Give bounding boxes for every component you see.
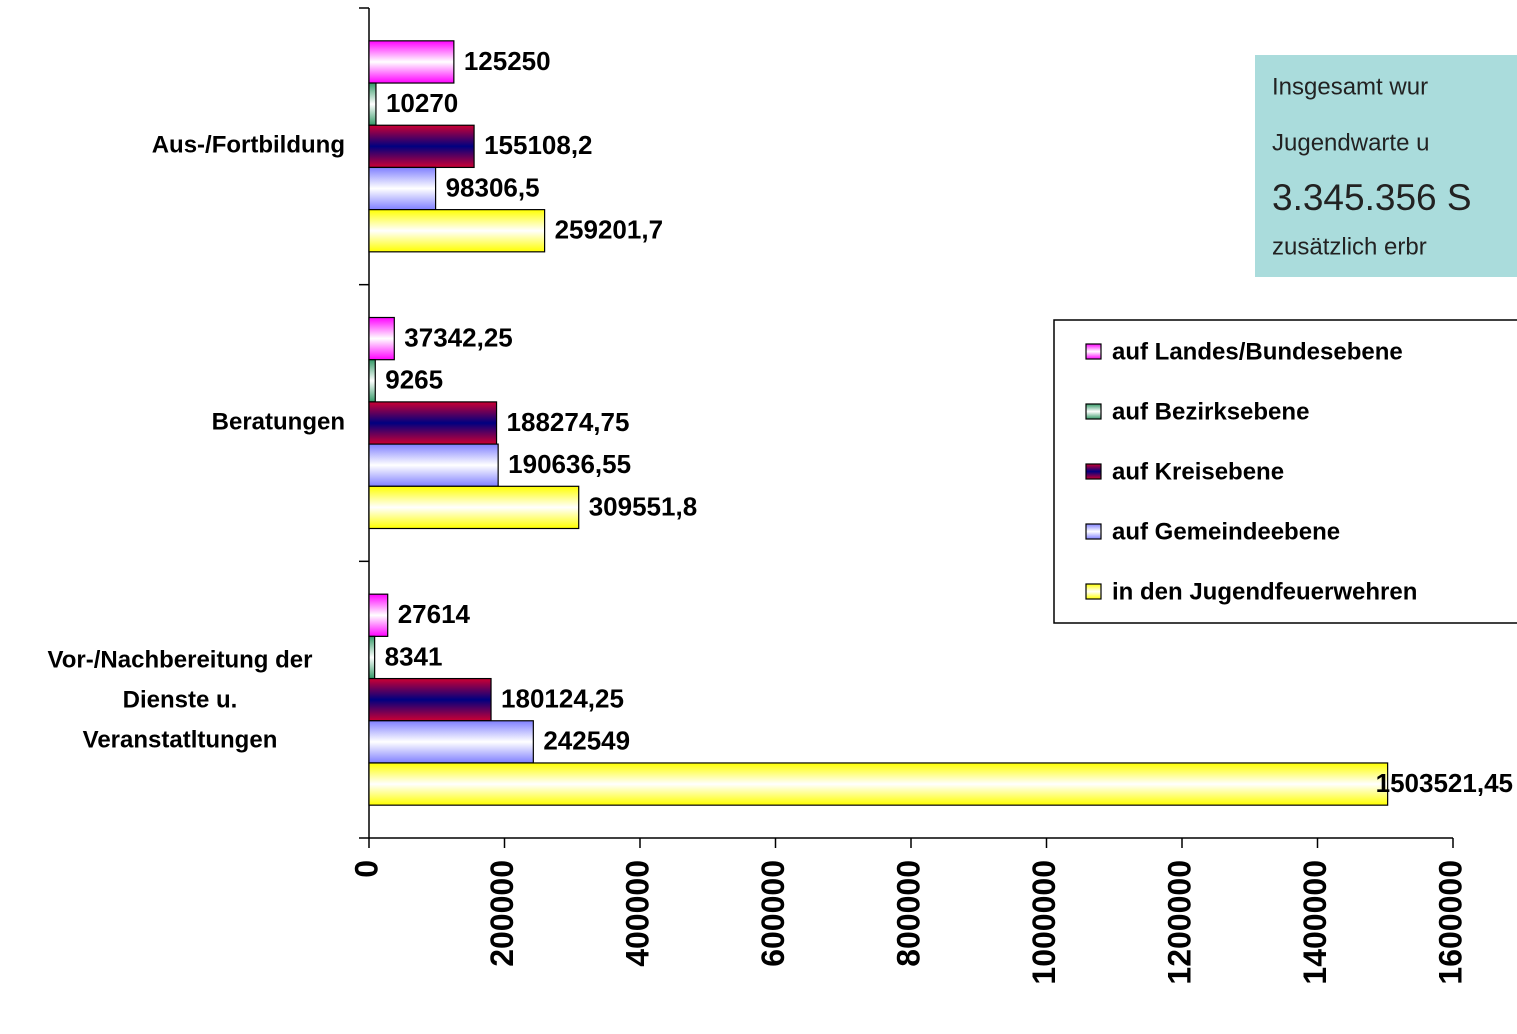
bar <box>368 124 475 169</box>
bar <box>368 82 377 126</box>
annotation-line: Insgesamt wur <box>1272 73 1428 100</box>
annotation-line: Jugendwarte u <box>1272 129 1429 156</box>
legend-swatch <box>1085 463 1102 480</box>
value-label: 10270 <box>386 88 458 118</box>
value-label: 155108,2 <box>484 130 592 160</box>
value-label: 9265 <box>385 365 443 395</box>
bar <box>368 316 395 361</box>
annotation-line: 3.345.356 S <box>1272 177 1472 218</box>
value-label: 180124,25 <box>501 684 624 714</box>
legend-label: auf Landes/Bundesebene <box>1112 338 1403 365</box>
x-tick-label: 400000 <box>619 860 655 967</box>
bar <box>368 209 546 253</box>
legend-label: auf Bezirksebene <box>1112 398 1309 425</box>
bar <box>368 401 498 445</box>
category-label: Beratungen <box>212 408 345 435</box>
bar <box>368 485 580 530</box>
value-label: 125250 <box>464 46 551 76</box>
bar <box>368 40 455 84</box>
annotation-box <box>1255 55 1517 277</box>
x-tick-label: 1400000 <box>1297 860 1333 985</box>
bar <box>368 593 389 637</box>
value-label: 1503521,45 <box>1376 768 1513 798</box>
x-tick-label: 0 <box>348 860 384 878</box>
legend-swatch <box>1085 403 1102 420</box>
value-label: 188274,75 <box>507 407 630 437</box>
legend-swatch <box>1085 523 1102 540</box>
legend-swatch <box>1085 583 1102 600</box>
category-label: Vor-/Nachbereitung der Dienste u. Veransta… <box>48 647 313 754</box>
value-label: 242549 <box>543 726 630 756</box>
legend-box <box>1053 319 1517 624</box>
value-label: 27614 <box>398 599 471 629</box>
bar <box>368 677 492 722</box>
legend-label: auf Kreisebene <box>1112 458 1284 485</box>
legend-swatch <box>1085 343 1102 360</box>
x-tick-label: 800000 <box>890 860 926 967</box>
x-tick-label: 1600000 <box>1432 860 1468 985</box>
legend-label: in den Jugendfeuerwehren <box>1112 578 1417 605</box>
value-label: 190636,55 <box>508 449 631 479</box>
bar <box>368 166 437 211</box>
bar <box>368 635 376 680</box>
value-label: 98306,5 <box>446 172 540 202</box>
x-tick-label: 200000 <box>484 860 520 967</box>
category-label: Aus-/Fortbildung <box>152 132 345 159</box>
value-label: 259201,7 <box>555 215 663 245</box>
x-tick-label: 600000 <box>755 860 791 967</box>
bar <box>368 443 499 487</box>
bar <box>368 359 376 403</box>
x-tick-label: 1000000 <box>1026 860 1062 985</box>
annotation-line: zusätzlich erbr <box>1272 233 1427 260</box>
x-tick-label: 1200000 <box>1161 860 1197 985</box>
value-label: 37342,25 <box>404 322 512 352</box>
legend-label: auf Gemeindeebene <box>1112 518 1340 545</box>
value-label: 8341 <box>385 641 443 671</box>
value-label: 309551,8 <box>589 491 697 521</box>
bar <box>368 762 1389 806</box>
bar <box>368 720 534 764</box>
